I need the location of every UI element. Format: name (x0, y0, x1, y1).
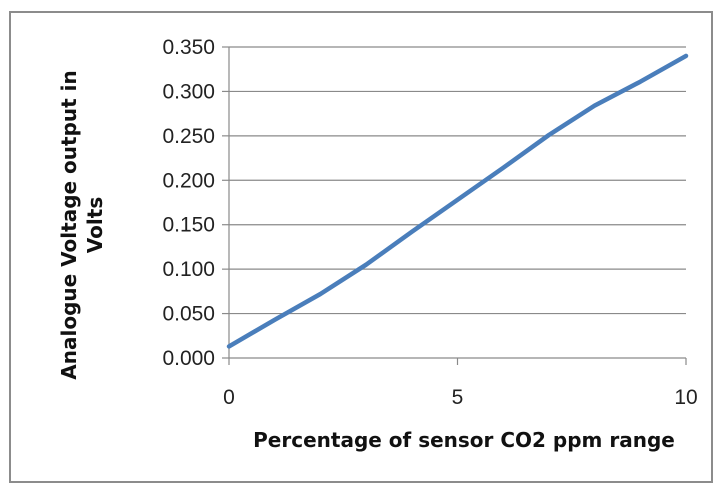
y-tick-label: 0.250 (162, 125, 215, 148)
y-tick-label: 0.350 (162, 36, 215, 59)
y-axis-title-line-2: Volts (83, 197, 107, 253)
y-tick-label: 0.200 (162, 169, 215, 192)
axes (222, 46, 687, 365)
x-tick-label: 0 (223, 386, 235, 409)
x-tick-label: 5 (452, 386, 464, 409)
y-tick-label: 0.300 (162, 80, 215, 103)
y-tick-label: 0.100 (162, 258, 215, 281)
y-tick-label: 0.050 (162, 303, 215, 326)
series-line (226, 53, 689, 349)
x-axis-title: Percentage of sensor CO2 ppm range (253, 428, 675, 452)
y-axis-title-line-1: Analogue Voltage output in (57, 70, 81, 379)
series-layer (226, 53, 689, 349)
y-tick-label: 0.000 (162, 347, 215, 370)
x-tick-label: 10 (674, 386, 697, 409)
y-tick-label: 0.150 (162, 214, 215, 237)
y-axis-title: Analogue Voltage output in Volts (57, 70, 107, 379)
tick-labels: 0.000 0.050 0.100 0.150 0.200 0.250 0.300 0.350… (162, 36, 697, 409)
gridlines (229, 46, 686, 315)
chart-frame (9, 11, 713, 483)
